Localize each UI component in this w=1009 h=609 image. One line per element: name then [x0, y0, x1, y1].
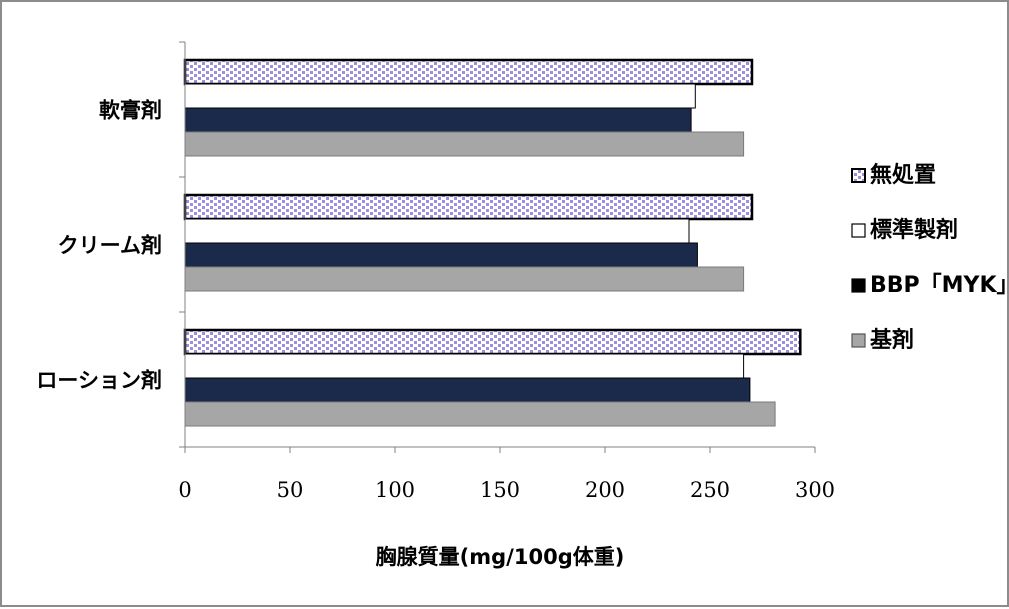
- x-tick-label: 300: [795, 478, 835, 502]
- bar-2-2: [184, 218, 690, 244]
- legend-swatch: [851, 168, 866, 183]
- bar-3-2: [184, 353, 745, 379]
- category-label: ローション剤: [36, 369, 162, 393]
- legend-label: 無処置: [870, 162, 936, 188]
- legend-swatch: [851, 333, 866, 348]
- x-tick-label: 0: [178, 478, 191, 502]
- x-tick-label: 150: [480, 478, 520, 502]
- bar-2-3: [184, 242, 698, 268]
- bar-1-1: [183, 58, 754, 86]
- bar-2-4: [184, 266, 745, 292]
- legend-swatch: [851, 223, 866, 238]
- category-label: クリーム剤: [58, 234, 162, 258]
- bar-3-1: [183, 328, 802, 356]
- x-tick-label: 250: [690, 478, 730, 502]
- bar-1-2: [184, 83, 696, 109]
- x-tick-label: 200: [585, 478, 625, 502]
- legend-label: 基剤: [870, 327, 914, 353]
- bar-2-1: [183, 193, 754, 221]
- category-label: 軟膏剤: [99, 99, 162, 123]
- x-axis-title: 胸腺質量(mg/100g体重): [376, 545, 625, 569]
- bar-1-4: [184, 131, 745, 157]
- legend-swatch: [851, 278, 866, 293]
- legend-label: 標準製剤: [870, 217, 958, 243]
- bar-1-3: [184, 107, 692, 133]
- bar-3-4: [184, 401, 776, 427]
- bar-3-3: [184, 377, 751, 403]
- legend-label: BBP「MYK」: [870, 273, 1009, 298]
- x-tick-label: 50: [277, 478, 304, 502]
- x-tick-label: 100: [375, 478, 415, 502]
